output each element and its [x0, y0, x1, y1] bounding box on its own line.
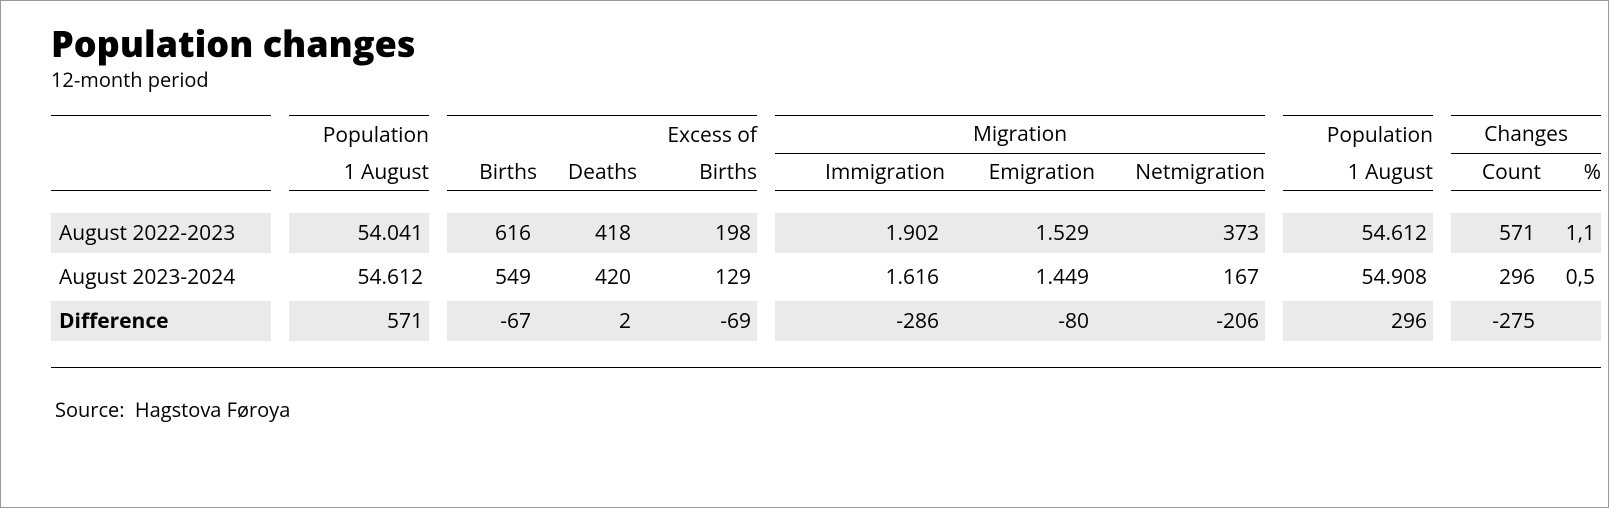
col-header-count: Count	[1451, 153, 1541, 190]
cell-emigration: -80	[945, 301, 1095, 341]
cell-pop1: 571	[289, 301, 429, 341]
cell-births: -67	[447, 301, 537, 341]
cell-deaths: 420	[537, 257, 637, 297]
cell-excess: -69	[637, 301, 757, 341]
cell-emigration: 1.449	[945, 257, 1095, 297]
card-subtitle: 12-month period	[51, 66, 1558, 93]
cell-netmigration: -206	[1095, 301, 1265, 341]
col-header-excess-line1: Excess of	[637, 116, 757, 153]
col-header-deaths-line1	[537, 116, 637, 153]
cell-label: August 2022-2023	[51, 213, 271, 253]
table-row: August 2023-2024 54.612 549420129 1.6161.44…	[51, 257, 1601, 297]
cell-pop2: 296	[1283, 301, 1433, 341]
col-header-immigration: Immigration	[775, 153, 945, 190]
cell-netmigration: 373	[1095, 213, 1265, 253]
col-header-births-line1	[447, 116, 537, 153]
population-changes-card: Population changes 12-month period Popul…	[0, 0, 1609, 508]
cell-pop2: 54.908	[1283, 257, 1433, 297]
col-group-changes: Changes	[1451, 116, 1601, 153]
col-header-pop1-line1: Population	[289, 116, 429, 153]
table-header: Population Excess of Migration Populatio…	[51, 116, 1601, 191]
col-header-blank	[51, 116, 271, 153]
col-header-netmigration: Netmigration	[1095, 153, 1265, 190]
col-header-emigration: Emigration	[945, 153, 1095, 190]
col-header-pct: %	[1541, 153, 1601, 190]
cell-immigration: 1.902	[775, 213, 945, 253]
table-row: Difference 571 -672-69 -286-80-206 296 -275	[51, 301, 1601, 341]
table-row: August 2022-2023 54.041 616418198 1.9021.52…	[51, 213, 1601, 253]
table-body: August 2022-2023 54.041 616418198 1.9021.52…	[51, 191, 1601, 368]
cell-label: August 2023-2024	[51, 257, 271, 297]
col-header-pop2-line1: Population	[1283, 116, 1433, 153]
col-header-pop1: 1 August	[289, 153, 429, 190]
col-header-pop2: 1 August	[1283, 153, 1433, 190]
cell-count: -275	[1451, 301, 1541, 341]
cell-count: 571	[1451, 213, 1541, 253]
cell-excess: 129	[637, 257, 757, 297]
col-header-deaths: Deaths	[537, 153, 637, 190]
cell-immigration: 1.616	[775, 257, 945, 297]
cell-deaths: 2	[537, 301, 637, 341]
cell-pop1: 54.041	[289, 213, 429, 253]
cell-excess: 198	[637, 213, 757, 253]
cell-label: Difference	[51, 301, 271, 341]
cell-pct	[1541, 301, 1601, 341]
cell-pop2: 54.612	[1283, 213, 1433, 253]
col-header-births: Births	[447, 153, 537, 190]
cell-births: 549	[447, 257, 537, 297]
source-line: Source: Hagstova Føroya	[51, 396, 1558, 423]
cell-deaths: 418	[537, 213, 637, 253]
cell-count: 296	[1451, 257, 1541, 297]
source-label: Source:	[55, 396, 125, 423]
card-title: Population changes	[51, 23, 1558, 64]
cell-immigration: -286	[775, 301, 945, 341]
cell-pct: 1,1	[1541, 213, 1601, 253]
cell-netmigration: 167	[1095, 257, 1265, 297]
col-group-migration: Migration	[775, 116, 1265, 153]
population-table: Population Excess of Migration Populatio…	[51, 115, 1601, 368]
col-header-label	[51, 153, 271, 190]
source-value: Hagstova Føroya	[135, 396, 290, 423]
cell-births: 616	[447, 213, 537, 253]
cell-pop1: 54.612	[289, 257, 429, 297]
cell-emigration: 1.529	[945, 213, 1095, 253]
cell-pct: 0,5	[1541, 257, 1601, 297]
col-header-excess: Births	[637, 153, 757, 190]
